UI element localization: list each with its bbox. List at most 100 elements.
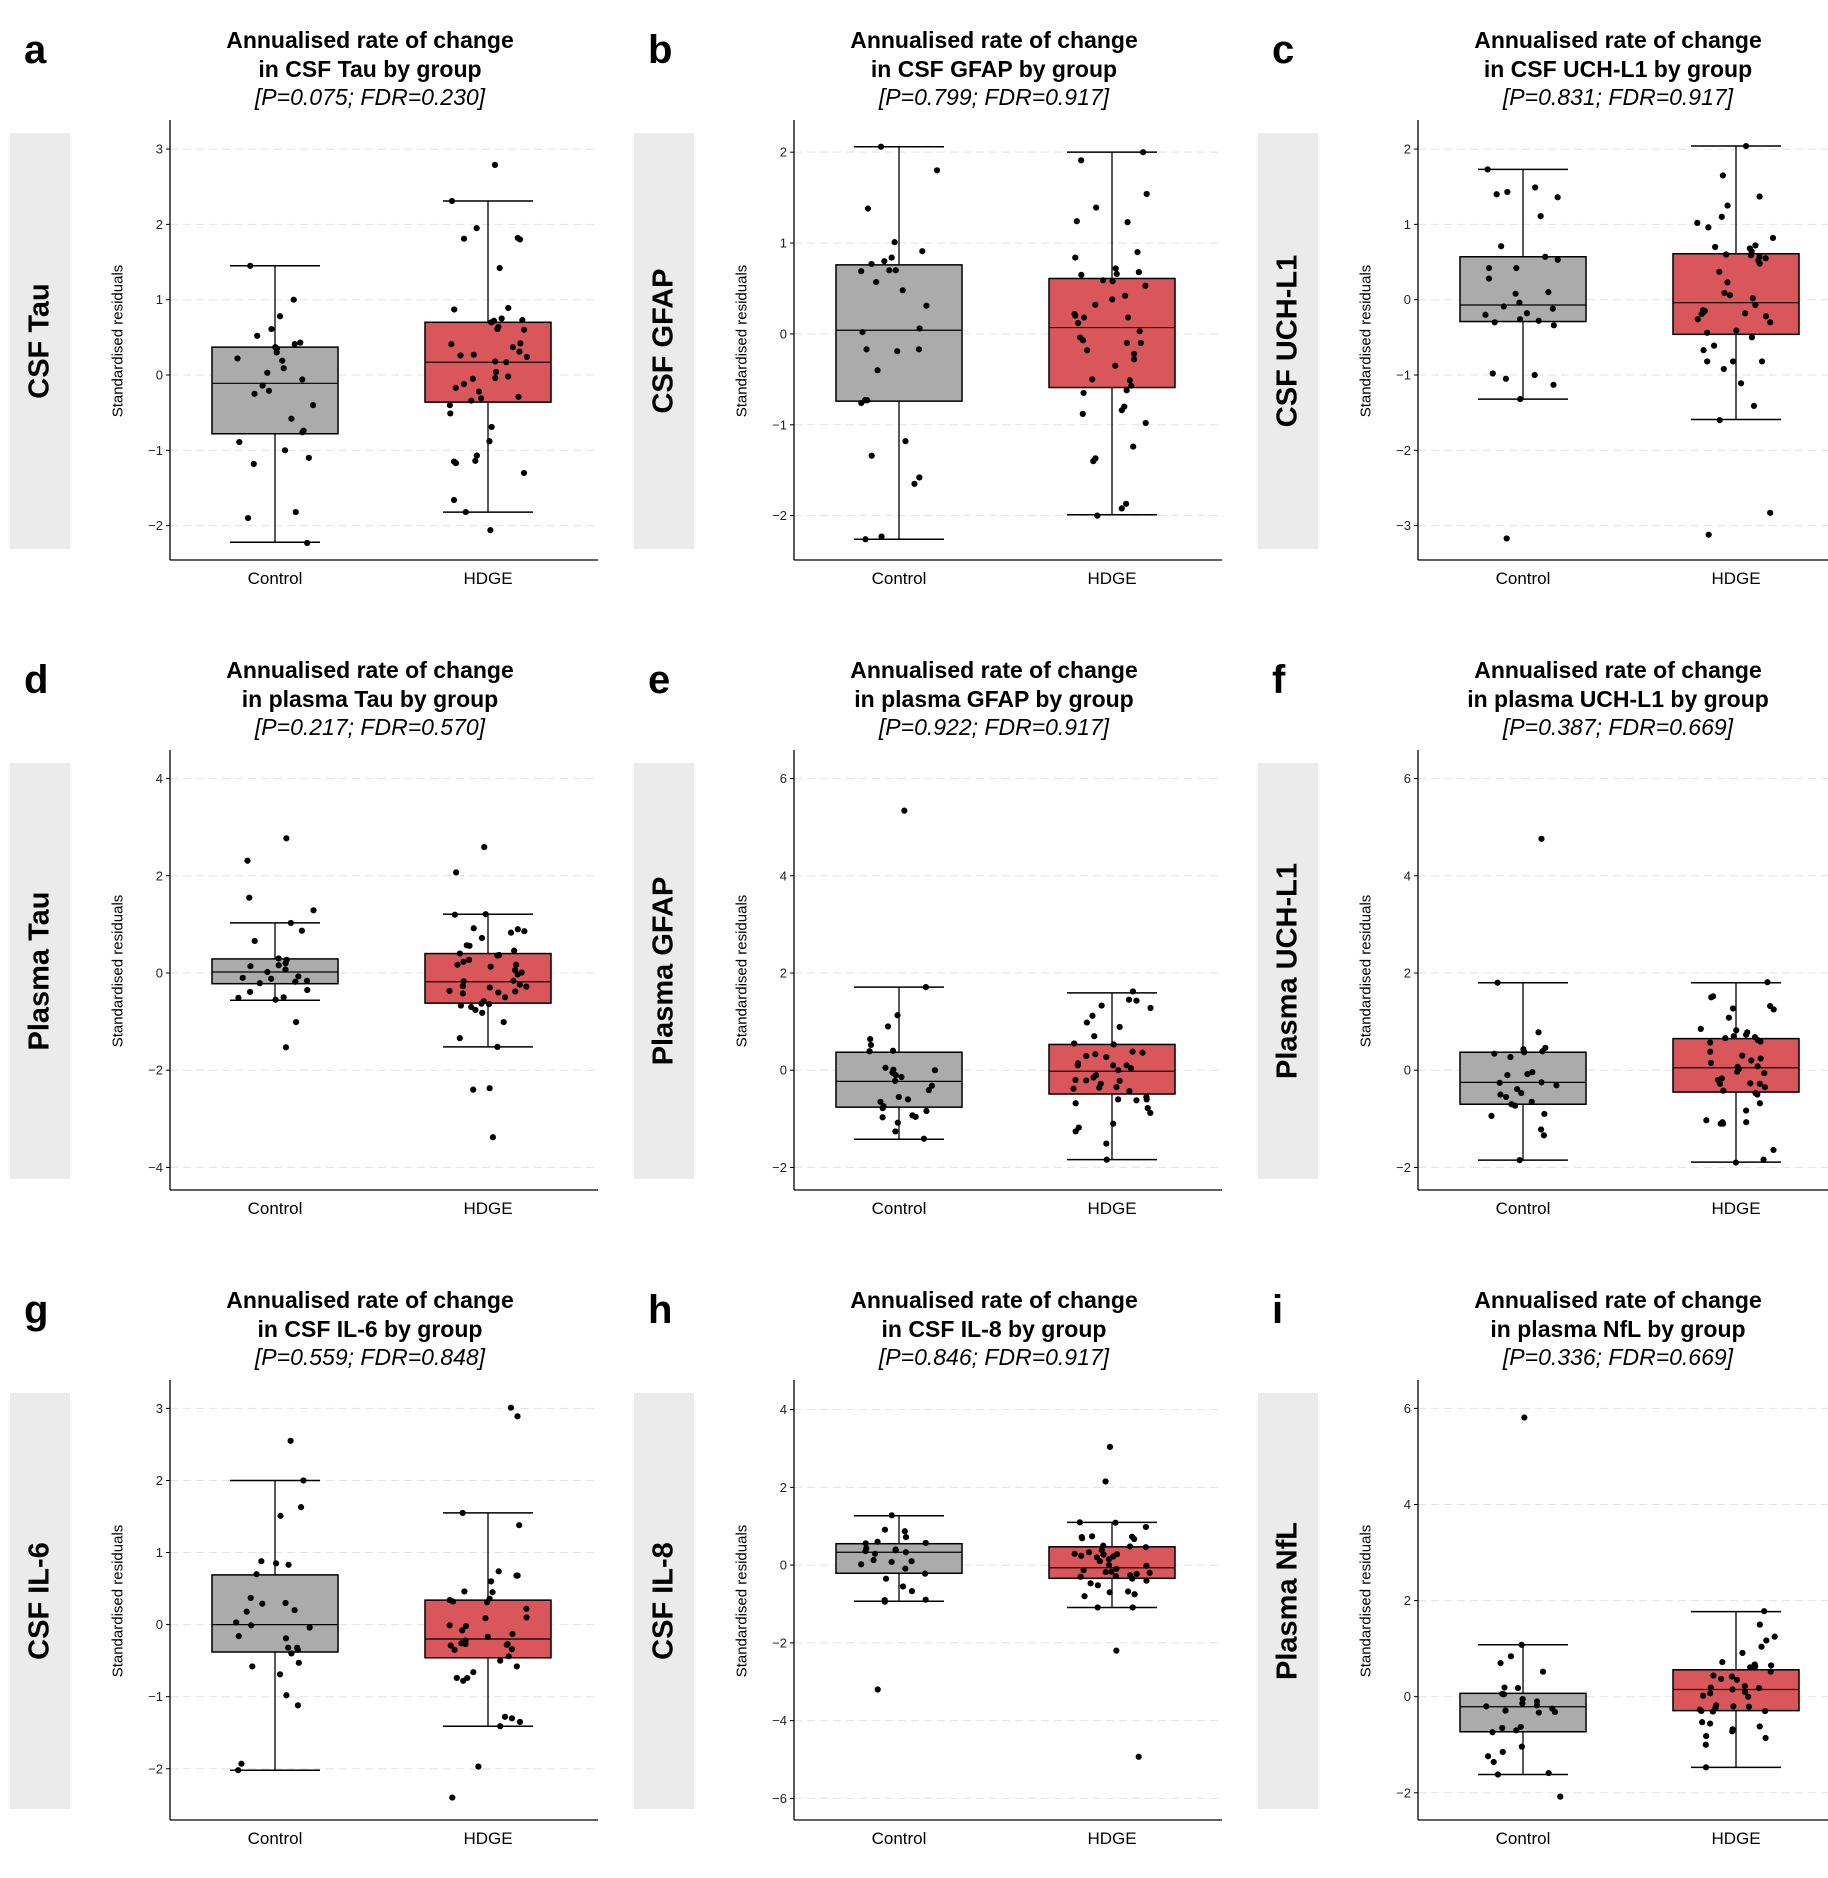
data-point [1553,1082,1560,1089]
data-point [886,267,893,274]
data-point [1769,234,1777,242]
data-point [460,958,467,965]
x-category-label: Control [872,1199,927,1218]
data-point [1083,1077,1090,1084]
data-point [1136,328,1143,335]
data-point [1729,358,1737,365]
box-control [211,922,339,1001]
data-point [516,981,523,988]
facet-strip-label: CSF IL-8 [647,1542,680,1660]
data-point [273,349,280,356]
data-point [446,987,453,995]
y-tick-label: 2 [1404,1593,1411,1608]
data-point [1754,1091,1761,1098]
data-point [465,956,473,963]
data-point [1704,358,1711,365]
data-point [1070,1085,1077,1092]
title-line-2: in CSF GFAP by group [870,56,1118,82]
x-category-label: Control [872,1829,927,1848]
data-point [305,454,312,461]
data-point [1767,1668,1774,1675]
data-point [1756,193,1763,200]
data-point [1071,1040,1078,1047]
data-point [1090,1074,1097,1081]
data-point [1728,1673,1735,1680]
data-point [908,1588,916,1595]
data-point [1093,204,1100,211]
title-line-1: Annualised rate of change [1474,27,1762,53]
panel-title: Annualised rate of change in CSF UCH-L1 … [1398,26,1828,84]
data-point [508,1715,516,1722]
data-point [859,328,866,336]
box-control [1459,1644,1587,1776]
data-point [238,1760,245,1767]
data-point [459,983,466,990]
data-point [516,1718,524,1726]
data-point [1106,1589,1113,1596]
data-point [1109,278,1116,285]
data-point [280,365,287,372]
data-point [283,835,290,842]
data-point [1100,1551,1107,1558]
data-point [247,262,254,269]
data-point [882,1575,890,1582]
data-point [1535,1029,1542,1036]
data-point [485,1001,493,1008]
data-point [1501,1684,1508,1691]
data-point [472,1006,479,1014]
data-point [457,1002,464,1009]
data-point [895,1093,902,1101]
box-hdge [1048,151,1176,516]
data-point [1719,1658,1726,1666]
data-point [501,1713,509,1720]
data-point [244,515,252,522]
data-point [1127,1065,1135,1072]
data-point [277,1512,284,1519]
data-point [1113,270,1120,278]
data-point [254,332,261,339]
data-point [1502,1093,1510,1101]
data-point [1102,1478,1109,1485]
panel-title: Annualised rate of change in CSF IL-6 by… [150,1286,590,1344]
data-point [513,961,520,968]
facet-strip [10,1393,70,1809]
data-point [862,1547,869,1555]
data-point [1516,316,1524,323]
data-point [882,1064,889,1071]
data-point [275,955,282,962]
data-point [1126,1543,1134,1550]
data-point [1709,1708,1717,1715]
data-point [451,306,458,313]
data-point [1133,1570,1140,1578]
box-hdge [1048,992,1176,1161]
data-point [1500,1691,1507,1698]
y-tick-label: 2 [780,966,787,981]
data-point [496,264,503,272]
data-point [481,844,488,851]
data-point [282,960,289,967]
data-point [299,429,306,436]
x-category-label: HDGE [1711,569,1760,588]
y-axis-label: Standardised residuals [109,1524,127,1678]
data-point [1716,268,1723,275]
data-point [1072,254,1079,261]
facet-strip-label: CSF GFAP [647,268,680,414]
data-point [282,966,289,973]
data-point [1764,979,1771,986]
data-point [470,1086,477,1093]
data-point [1707,1048,1714,1055]
iqr-box [1048,1043,1176,1095]
data-point [1741,1688,1749,1695]
data-point [1079,410,1086,417]
x-category-label: Control [1496,569,1551,588]
data-point [1489,370,1496,377]
data-point [484,1633,491,1640]
data-point [234,355,241,362]
title-line-2: in CSF IL-8 by group [881,1316,1107,1342]
data-point [309,402,317,409]
data-point [1739,1649,1746,1657]
data-point [1105,1561,1113,1569]
data-point [1147,1004,1154,1012]
y-tick-label: 2 [1404,142,1411,157]
data-point [1124,1588,1132,1595]
